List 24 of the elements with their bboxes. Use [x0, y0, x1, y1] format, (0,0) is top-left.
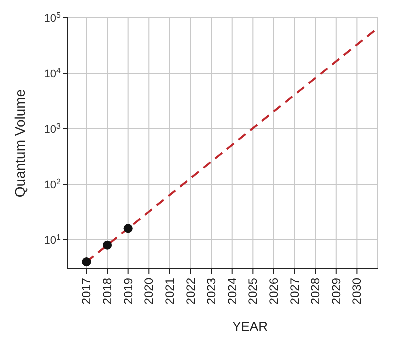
x-tick-label: 2028: [308, 278, 323, 305]
x-tick-label: 2027: [288, 278, 302, 305]
x-tick-label: 2018: [100, 278, 115, 305]
x-tick-label: 2017: [80, 278, 94, 305]
y-axis-title: Quantum Volume: [12, 89, 28, 198]
y-tick-label: 10$^{1}$: [44, 232, 62, 247]
x-tick-label: 2025: [246, 278, 260, 305]
y-tick-label: 10$^{2}$: [44, 176, 62, 192]
point: [124, 224, 133, 234]
x-tick-label: 2020: [142, 278, 156, 305]
x-tick-label: 2019: [121, 278, 136, 305]
x-tick-label: 2030: [350, 278, 364, 305]
y-tick-label: 10$^{4}$: [44, 66, 62, 80]
x-axis-title: YEAR: [232, 319, 268, 334]
x-tick-label: 2023: [204, 278, 219, 305]
y-tick-label: 10$^{5}$: [44, 10, 62, 25]
y-tick-label: 10$^{3}$: [44, 121, 62, 136]
point: [82, 258, 92, 267]
x-tick-label: 2024: [225, 278, 240, 305]
x-tick-label: 2022: [184, 278, 198, 305]
x-tick-label: 2026: [266, 278, 281, 305]
x-tick-label: 2029: [329, 278, 344, 305]
x-tick-label: 2021: [162, 278, 177, 305]
point: [103, 240, 112, 250]
